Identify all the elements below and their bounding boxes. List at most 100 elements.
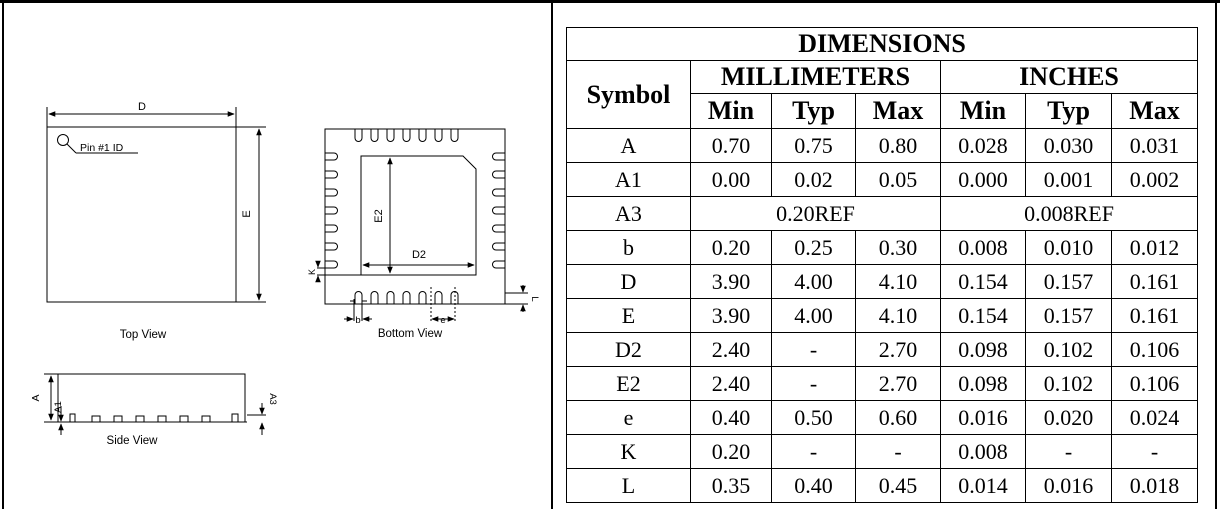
- label-A1: A1: [53, 401, 64, 413]
- label-bottom-view: Bottom View: [378, 328, 443, 340]
- dimensions-table: DIMENSIONS Symbol MILLIMETERS INCHES Min…: [565, 27, 1199, 503]
- millimeters-header: MILLIMETERS: [690, 60, 941, 94]
- value-cell: 0.000: [940, 162, 1026, 197]
- package-outline-drawing: D E Pin #1 ID Top View: [4, 3, 551, 509]
- table-row: E2 2.40 - 2.70 0.098 0.102 0.106: [566, 366, 1199, 401]
- table-row: e 0.40 0.50 0.60 0.016 0.020 0.024: [566, 400, 1199, 435]
- value-cell: 2.40: [690, 366, 772, 401]
- value-cell: 0.40: [771, 468, 856, 503]
- pin1-marker-icon: [57, 134, 69, 146]
- value-cell: 0.154: [940, 264, 1026, 299]
- symbol-cell: L: [566, 468, 691, 503]
- symbol-cell: A: [566, 128, 691, 163]
- value-cell: 0.30: [855, 230, 941, 265]
- value-cell: 0.154: [940, 298, 1026, 333]
- table-row: A1 0.00 0.02 0.05 0.000 0.001 0.002: [566, 162, 1199, 197]
- symbol-cell: b: [566, 230, 691, 265]
- value-cell: 0.50: [771, 400, 856, 435]
- value-cell: 0.098: [940, 366, 1026, 401]
- bottom-view: [315, 128, 528, 322]
- mm-max-header: Max: [855, 93, 941, 129]
- inches-header: INCHES: [939, 60, 1199, 94]
- left-border-line: [2, 0, 4, 509]
- value-cell: 0.020: [1025, 400, 1112, 435]
- value-cell: 2.70: [855, 366, 941, 401]
- label-E: E: [241, 210, 253, 217]
- value-cell: 0.25: [771, 230, 856, 265]
- label-b: b: [355, 315, 360, 326]
- symbol-cell: E: [566, 298, 691, 333]
- symbol-cell: D: [566, 264, 691, 299]
- value-cell: 0.012: [1110, 230, 1199, 265]
- symbol-cell: e: [566, 400, 691, 435]
- value-cell: 0.157: [1025, 264, 1112, 299]
- value-cell: 0.008: [940, 230, 1026, 265]
- value-cell: 0.75: [771, 128, 856, 163]
- value-cell: 4.00: [771, 298, 856, 333]
- mm-min-header: Min: [690, 93, 772, 129]
- ref-value-cell: 0.20REF: [690, 196, 941, 231]
- value-cell: 0.016: [940, 400, 1026, 435]
- value-cell: -: [771, 332, 856, 367]
- value-cell: 0.20: [690, 230, 772, 265]
- value-cell: 0.030: [1025, 128, 1112, 163]
- label-L: L: [529, 296, 540, 301]
- in-min-header: Min: [940, 93, 1026, 129]
- value-cell: 0.002: [1110, 162, 1199, 197]
- value-cell: 0.45: [855, 468, 941, 503]
- top-border-line: [0, 0, 1220, 3]
- table-row: L 0.35 0.40 0.45 0.014 0.016 0.018: [566, 468, 1199, 503]
- value-cell: -: [771, 434, 856, 469]
- symbol-cell: A1: [566, 162, 691, 197]
- value-cell: 0.20: [690, 434, 772, 469]
- value-cell: 4.10: [855, 298, 941, 333]
- value-cell: -: [855, 434, 941, 469]
- table-row: A3 0.20REF 0.008REF: [566, 196, 1199, 231]
- value-cell: 3.90: [690, 298, 772, 333]
- table-title: DIMENSIONS: [565, 27, 1199, 61]
- symbol-cell: D2: [566, 332, 691, 367]
- top-view: [46, 107, 266, 303]
- mm-typ-header: Typ: [771, 93, 856, 129]
- symbol-header: Symbol: [566, 60, 691, 129]
- value-cell: 0.161: [1110, 264, 1199, 299]
- label-A: A: [30, 394, 42, 401]
- value-cell: 0.106: [1110, 332, 1199, 367]
- label-e: e: [440, 315, 445, 326]
- in-typ-header: Typ: [1025, 93, 1112, 129]
- top-view-body: [46, 126, 237, 303]
- value-cell: 0.001: [1025, 162, 1112, 197]
- value-cell: 0.098: [940, 332, 1026, 367]
- value-cell: 0.016: [1025, 468, 1112, 503]
- label-D: D: [138, 101, 146, 113]
- value-cell: 0.161: [1110, 298, 1199, 333]
- value-cell: 0.157: [1025, 298, 1112, 333]
- value-cell: 0.024: [1110, 400, 1199, 435]
- value-cell: 0.028: [940, 128, 1026, 163]
- table-row: K 0.20 - - 0.008 - -: [566, 434, 1199, 469]
- label-E2: E2: [373, 209, 385, 222]
- center-divider-line: [551, 0, 553, 509]
- value-cell: 0.102: [1025, 332, 1112, 367]
- symbol-cell: E2: [566, 366, 691, 401]
- value-cell: 0.00: [690, 162, 772, 197]
- value-cell: 0.35: [690, 468, 772, 503]
- value-cell: 4.10: [855, 264, 941, 299]
- value-cell: 2.70: [855, 332, 941, 367]
- value-cell: 0.40: [690, 400, 772, 435]
- value-cell: 0.031: [1110, 128, 1199, 163]
- side-view-body: [57, 373, 246, 423]
- value-cell: 0.02: [771, 162, 856, 197]
- bottom-view-body: [324, 128, 506, 305]
- value-cell: 0.010: [1025, 230, 1112, 265]
- value-cell: 4.00: [771, 264, 856, 299]
- table-row: D 3.90 4.00 4.10 0.154 0.157 0.161: [566, 264, 1199, 299]
- right-border-line: [1215, 0, 1217, 509]
- value-cell: 0.80: [855, 128, 941, 163]
- label-A3: A3: [267, 393, 278, 405]
- symbol-cell: A3: [566, 196, 691, 231]
- table-row: b 0.20 0.25 0.30 0.008 0.010 0.012: [566, 230, 1199, 265]
- label-D2: D2: [412, 249, 426, 261]
- label-K: K: [307, 269, 317, 275]
